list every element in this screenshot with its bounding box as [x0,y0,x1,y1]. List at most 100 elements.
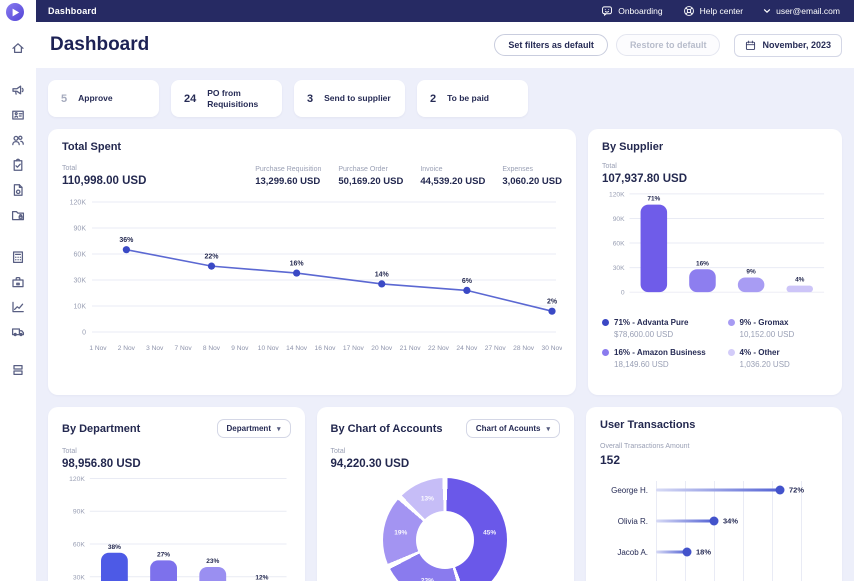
lollipop-dot[interactable] [775,485,785,495]
status-count: 3 [307,92,314,105]
svg-text:12%: 12% [255,574,268,581]
svg-text:9 Nov: 9 Nov [231,345,249,352]
sidebar-item-home[interactable] [10,40,26,56]
donut-slice-label: 45% [483,529,497,537]
by-supplier-title: By Supplier [602,141,664,153]
chart-line-icon [12,301,24,313]
metric-value: 94,220.30 USD [330,458,410,470]
sidebar-item-clipboard-check[interactable] [10,157,26,173]
status-cards-row: 5 Approve 24 PO from Requisitions 3 Send… [48,80,842,117]
svg-text:8 Nov: 8 Nov [203,345,221,352]
help-center-button[interactable]: Help center [683,5,743,17]
svg-text:14 Nov: 14 Nov [286,345,308,352]
svg-text:30 Nov: 30 Nov [542,345,562,352]
legend-item: 16% - Amazon Business 18,149.60 USD [602,348,728,369]
app-logo[interactable] [6,3,24,21]
briefcase-lock-icon [12,276,24,288]
by-chart-of-accounts-total: Total 94,220.30 USD [331,448,561,470]
chart-of-accounts-select[interactable]: Chart of Acounts ▾ [465,419,560,438]
department-select[interactable]: Department ▾ [216,419,291,438]
svg-text:21 Nov: 21 Nov [400,345,422,352]
sidebar-item-boxes[interactable] [10,362,26,378]
status-card-po-from-requisitions[interactable]: 24 PO from Requisitions [171,80,282,117]
user-transactions-title: User Transactions [600,419,696,431]
by-supplier-legend: 71% - Advanta Pure $78,600.00 USD 9% - G… [602,318,828,369]
svg-text:10 Nov: 10 Nov [258,345,280,352]
lollipop-stem [656,519,714,523]
legend-title: 9% - Gromax [727,318,828,327]
status-count: 24 [184,92,197,105]
by-department-title: By Department [62,422,141,435]
date-picker-button[interactable]: November, 2023 [734,33,842,57]
page-header: Dashboard Set filters as default Restore… [36,22,854,68]
date-picker-label: November, 2023 [762,40,831,50]
transaction-row: Jacob A. 18% [600,543,828,561]
svg-text:9%: 9% [746,269,756,276]
user-transactions-chart: George H. 72% Olivia R. 34% Jacob A. 18% [600,481,828,581]
onboarding-button[interactable]: Onboarding [601,5,663,17]
legend-item: 71% - Advanta Pure $78,600.00 USD [602,318,728,339]
chart-gridlines [656,481,826,581]
topbar: Dashboard Onboarding Help center user@em… [36,0,854,22]
total-spent-title: Total Spent [62,141,122,153]
sidebar-item-users[interactable] [10,132,26,148]
chart-of-accounts-select-label: Chart of Acounts [475,424,541,433]
svg-text:2 Nov: 2 Nov [118,345,136,352]
metric-purchase-order: Purchase Order 50,169.20 USD [338,166,403,187]
user-name: George H. [611,485,648,495]
total-spent-total: Total 110,998.00 USD [62,165,146,187]
sidebar-item-briefcase-lock[interactable] [10,274,26,290]
lollipop-dot[interactable] [682,547,692,557]
legend-value: 1,036.20 USD [739,360,790,369]
status-card-send-to-supplier[interactable]: 3 Send to supplier [294,80,405,117]
truck-icon [11,328,25,337]
total-spent-line-chart: 120K 90K 60K 30K 10K 0 1 Nov 2 Nov 3 Nov 7 Nov 8 N… [62,193,562,359]
megaphone-icon [12,85,24,95]
home-icon [12,43,24,54]
sidebar-item-file-gear[interactable] [10,182,26,198]
legend-dot [602,319,609,326]
user-name: Olivia R. [617,516,648,526]
metric-label: Purchase Order [338,166,388,173]
sidebar-item-folder-lock[interactable] [10,207,26,223]
set-filters-default-button[interactable]: Set filters as default [494,34,608,56]
metric-value: 50,169.20 USD [338,176,404,187]
svg-text:22 Nov: 22 Nov [428,345,450,352]
calendar-icon [746,40,756,50]
status-card-to-be-paid[interactable]: 2 To be paid [417,80,528,117]
sidebar-item-id-card[interactable] [10,107,26,123]
legend-value: 18,149.60 USD [614,360,669,369]
onboarding-label: Onboarding [618,6,663,16]
svg-text:6%: 6% [462,278,473,285]
sidebar-item-megaphone[interactable] [10,82,26,98]
svg-text:27%: 27% [157,551,170,558]
help-center-icon [683,6,694,16]
restore-default-button[interactable]: Restore to default [615,34,721,56]
status-count: 5 [61,92,68,105]
folder-lock-icon [11,210,25,221]
legend-title: 4% - Other [727,348,828,357]
metric-purchase-requisition: Purchase Requisition 13,299.60 USD [255,166,321,187]
sidebar-item-calculator[interactable] [10,249,26,265]
sidebar-item-truck[interactable] [10,324,26,340]
page-title: Dashboard [50,34,150,55]
legend-value: $78,600.00 USD [614,330,674,339]
metric-invoice: Invoice 44,539.20 USD [420,166,485,187]
user-menu[interactable]: user@email.com [763,6,840,16]
svg-text:14%: 14% [375,271,390,278]
department-select-label: Department [226,424,271,433]
svg-text:120K: 120K [609,191,625,198]
total-spent-card: Total Spent Total 110,998.00 USD Purchas… [48,129,576,395]
status-card-approve[interactable]: 5 Approve [48,80,159,117]
lollipop-dot[interactable] [709,516,719,526]
metric-label: Invoice [420,166,443,173]
accounts-donut-chart: 45% 23% 19% 13% [383,478,508,581]
metric-label: Purchase Requisition [255,166,322,173]
by-supplier-card: By Supplier Total 107,937.80 USD 120K 90K… [588,129,842,395]
transactions-amount-label: Overall Transactions Amount [600,443,690,450]
sidebar [0,0,36,581]
svg-text:4%: 4% [795,277,805,284]
svg-text:22%: 22% [204,254,219,261]
svg-text:60K: 60K [74,252,87,259]
sidebar-item-chart-line[interactable] [10,299,26,315]
